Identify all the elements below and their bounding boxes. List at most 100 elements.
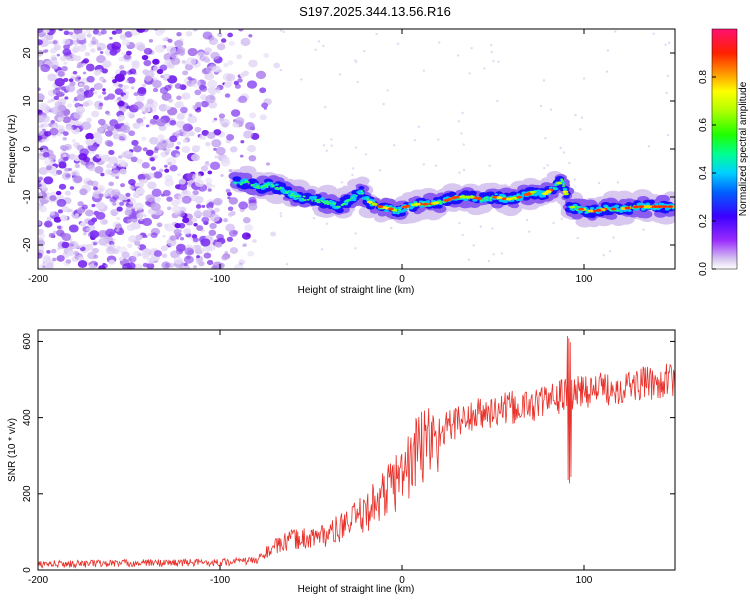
noise-blob — [202, 209, 212, 218]
noise-speck — [647, 145, 651, 148]
noise-blob — [45, 33, 54, 41]
ridge-blob — [351, 194, 356, 197]
noise-blob — [175, 153, 180, 157]
noise-blob — [50, 98, 56, 103]
noise-blob — [56, 111, 65, 118]
noise-blob — [174, 83, 182, 90]
noise-speck — [544, 136, 547, 140]
noise-speck — [580, 116, 584, 119]
noise-blob — [167, 161, 172, 166]
noise-blob — [213, 207, 220, 213]
ridge-blob — [538, 190, 543, 193]
noise-blob — [71, 139, 76, 143]
ridge-core — [516, 195, 523, 199]
noise-blob — [87, 180, 94, 186]
noise-speck — [667, 41, 671, 45]
noise-blob — [52, 40, 58, 45]
colorbar-gradient — [711, 28, 738, 270]
noise-speck — [279, 212, 282, 215]
snr-y-tick-label: 400 — [22, 409, 33, 426]
noise-blob — [195, 101, 203, 108]
noise-speck — [330, 138, 333, 141]
noise-blob — [238, 201, 249, 210]
noise-blob — [123, 196, 128, 201]
ridge-blob — [287, 190, 290, 192]
noise-blob — [43, 263, 48, 266]
noise-blob — [52, 64, 59, 70]
noise-blob — [95, 211, 106, 220]
noise-blob — [107, 246, 114, 252]
noise-blob — [77, 76, 82, 80]
noise-blob — [224, 251, 228, 254]
noise-blob — [164, 74, 170, 79]
noise-blob — [58, 91, 65, 97]
noise-blob — [46, 216, 52, 221]
noise-blob — [42, 123, 49, 128]
noise-blob — [118, 257, 124, 261]
noise-blob — [229, 247, 239, 254]
noise-blob — [133, 239, 141, 245]
noise-blob — [45, 106, 52, 112]
noise-speck — [488, 164, 491, 168]
noise-blob — [74, 163, 81, 169]
spectrogram-x-label: Height of straight line (km) — [298, 285, 415, 296]
noise-blob — [192, 237, 199, 243]
noise-speck — [483, 67, 486, 70]
noise-speck — [568, 161, 571, 165]
noise-blob — [136, 213, 144, 219]
noise-blob — [127, 218, 133, 224]
ridge-blob — [629, 205, 632, 207]
noise-blob — [205, 182, 213, 188]
ridge-blob — [348, 198, 351, 201]
noise-blob — [186, 57, 197, 66]
ridge-blob — [577, 206, 580, 208]
ridge-core — [422, 202, 429, 206]
noise-speck — [396, 42, 400, 46]
noise-speck — [434, 164, 438, 168]
ridge-core — [646, 205, 653, 209]
ridge-core — [656, 205, 663, 209]
noise-blob — [116, 96, 122, 101]
noise-speck — [462, 143, 465, 146]
ridge-blob — [554, 184, 558, 187]
noise-blob — [97, 32, 102, 36]
noise-blob — [48, 232, 55, 238]
noise-blob — [188, 113, 193, 117]
noise-speck — [322, 44, 325, 48]
noise-blob — [192, 189, 199, 196]
noise-blob — [242, 243, 247, 247]
ridge-core — [377, 205, 384, 209]
spectrogram-y-tick-label: -20 — [22, 237, 33, 252]
ridge-core — [525, 192, 532, 196]
noise-blob — [104, 139, 113, 147]
noise-blob — [93, 69, 101, 76]
noise-blob — [120, 124, 131, 133]
noise-blob — [38, 93, 45, 102]
noise-blob — [147, 172, 155, 179]
noise-blob — [77, 260, 88, 268]
ridge-blob — [619, 210, 624, 213]
noise-blob — [248, 59, 258, 68]
ridge-blob — [325, 201, 329, 204]
noise-blob — [142, 116, 146, 120]
noise-blob — [107, 93, 116, 100]
ridge-blob — [358, 185, 365, 190]
noise-speck — [616, 181, 620, 184]
noise-speck — [457, 120, 461, 123]
ridge-blob — [329, 204, 334, 207]
noise-speck — [546, 163, 549, 167]
noise-blob — [43, 176, 54, 185]
noise-blob — [176, 32, 182, 37]
noise-blob — [53, 216, 62, 223]
noise-blob — [38, 203, 43, 210]
noise-speck — [574, 113, 577, 117]
ridge-blob — [326, 199, 329, 202]
ridge-core — [578, 207, 585, 211]
noise-blob — [108, 240, 115, 246]
noise-blob — [49, 195, 57, 202]
noise-blob — [210, 51, 220, 60]
noise-blob — [233, 263, 244, 269]
noise-speck — [422, 69, 426, 72]
noise-speck — [560, 217, 563, 221]
noise-blob — [192, 29, 198, 32]
